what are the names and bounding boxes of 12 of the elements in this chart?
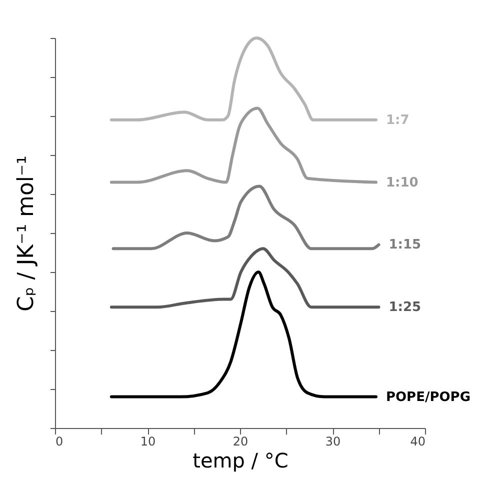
series-label: 1:15 [388, 238, 422, 253]
x-tick-label: 0 [56, 434, 64, 448]
series-label: POPE/POPG [386, 390, 470, 405]
x-tick-label: 40 [410, 434, 426, 448]
y-axis-title: Cₚ / JK⁻¹ mol⁻¹ [14, 156, 39, 312]
series-label: 1:7 [386, 112, 410, 128]
series-label: 1:10 [386, 175, 418, 190]
x-axis-title: temp / °C [192, 448, 288, 472]
x-tick-label: 30 [325, 434, 341, 448]
series-label: 1:25 [388, 300, 422, 316]
x-tick-label: 20 [232, 434, 248, 448]
x-tick-label: 10 [140, 434, 156, 448]
